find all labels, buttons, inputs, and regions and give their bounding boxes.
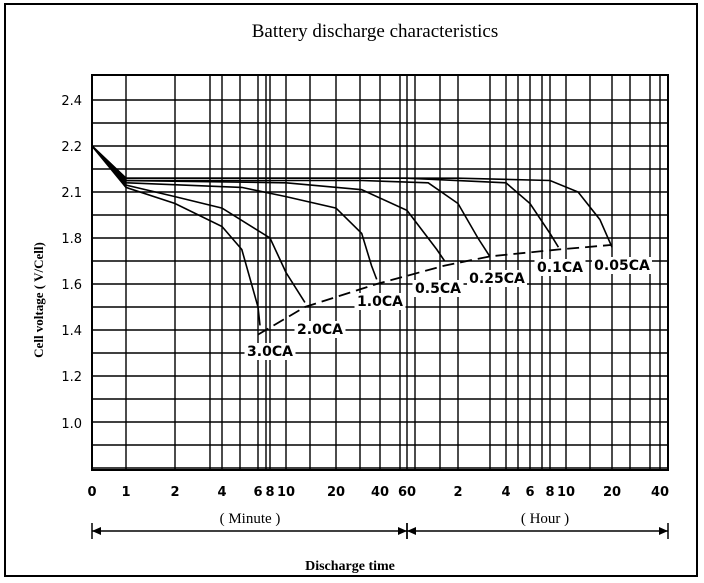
y-tick-label: 2.1 (61, 186, 82, 201)
x-tick-label: 8 (545, 485, 554, 500)
x-tick-label: 40 (371, 485, 389, 500)
group-label-bg (497, 508, 593, 526)
chart-frame (4, 3, 698, 577)
chart-title: Battery discharge characteristics (252, 21, 499, 42)
x-tick-label: 1 (121, 485, 130, 500)
x-tick-label: 20 (327, 485, 345, 500)
series-label-bg (354, 293, 406, 310)
y-tick-label: 1.4 (61, 324, 82, 339)
x-tick-label: 4 (501, 485, 510, 500)
plot-border (91, 74, 669, 471)
x-group-brackets: ( Minute ) ( Hour ) (91, 508, 669, 539)
x-tick-labels: 0 1 2 4 6 8 10 20 40 60 2 4 6 8 10 20 40 (87, 485, 669, 500)
x-axis-label: Discharge time (305, 559, 395, 574)
series-label-bg (412, 280, 464, 297)
x-tick-label: 20 (603, 485, 621, 500)
group-label: ( Minute ) (220, 511, 281, 527)
series-label: 1.0CA (357, 294, 403, 310)
series-label: 0.25CA (469, 271, 525, 287)
series-label: 0.5CA (415, 281, 461, 297)
x-tick-label: 10 (557, 485, 575, 500)
x-tick-label: 0 (87, 485, 96, 500)
group-arrow-head (398, 527, 407, 535)
y-tick-label: 1.2 (61, 370, 82, 385)
x-tick-label: 6 (253, 485, 262, 500)
end-voltage-line (257, 244, 613, 336)
x-tick-label: 4 (217, 485, 226, 500)
x-tick-label: 40 (651, 485, 669, 500)
x-tick-label: 2 (170, 485, 179, 500)
group-label: ( Hour ) (521, 511, 569, 527)
y-axis-label: Cell voltage ( V/Cell) (31, 242, 46, 358)
y-tick-labels: 2.4 2.2 2.1 1.8 1.6 1.4 1.2 1.0 (61, 94, 82, 432)
series-label-bg (592, 257, 652, 274)
series-label-bg (534, 259, 586, 276)
discharge-curve (91, 145, 378, 280)
group-label-bg (202, 508, 298, 526)
x-tick-label: 60 (398, 485, 416, 500)
series-label: 2.0CA (297, 322, 343, 338)
y-tick-label: 1.8 (61, 232, 82, 247)
series-label-bg (467, 270, 527, 287)
series-label-bg (294, 321, 346, 338)
group-arrow-head (407, 527, 416, 535)
y-tick-label: 1.0 (61, 417, 82, 432)
y-tick-label: 1.6 (61, 278, 82, 293)
series-label: 0.05CA (594, 258, 650, 274)
y-tick-label: 2.4 (61, 94, 82, 109)
x-tick-label: 2 (453, 485, 462, 500)
discharge-curve (91, 145, 261, 326)
series-label: 3.0CA (247, 344, 293, 360)
group-arrow-head (659, 527, 668, 535)
series-label: 0.1CA (537, 260, 583, 276)
group-arrow-head (92, 527, 101, 535)
discharge-curve (91, 145, 491, 257)
x-tick-label: 8 (265, 485, 274, 500)
x-tick-label: 10 (277, 485, 295, 500)
series-label-bg (244, 343, 296, 360)
x-tick-label: 6 (525, 485, 534, 500)
discharge-curve (91, 145, 560, 248)
y-tick-label: 2.2 (61, 140, 82, 155)
discharge-curve (91, 145, 446, 262)
discharge-curve (91, 145, 306, 303)
discharge-curve (91, 145, 613, 248)
